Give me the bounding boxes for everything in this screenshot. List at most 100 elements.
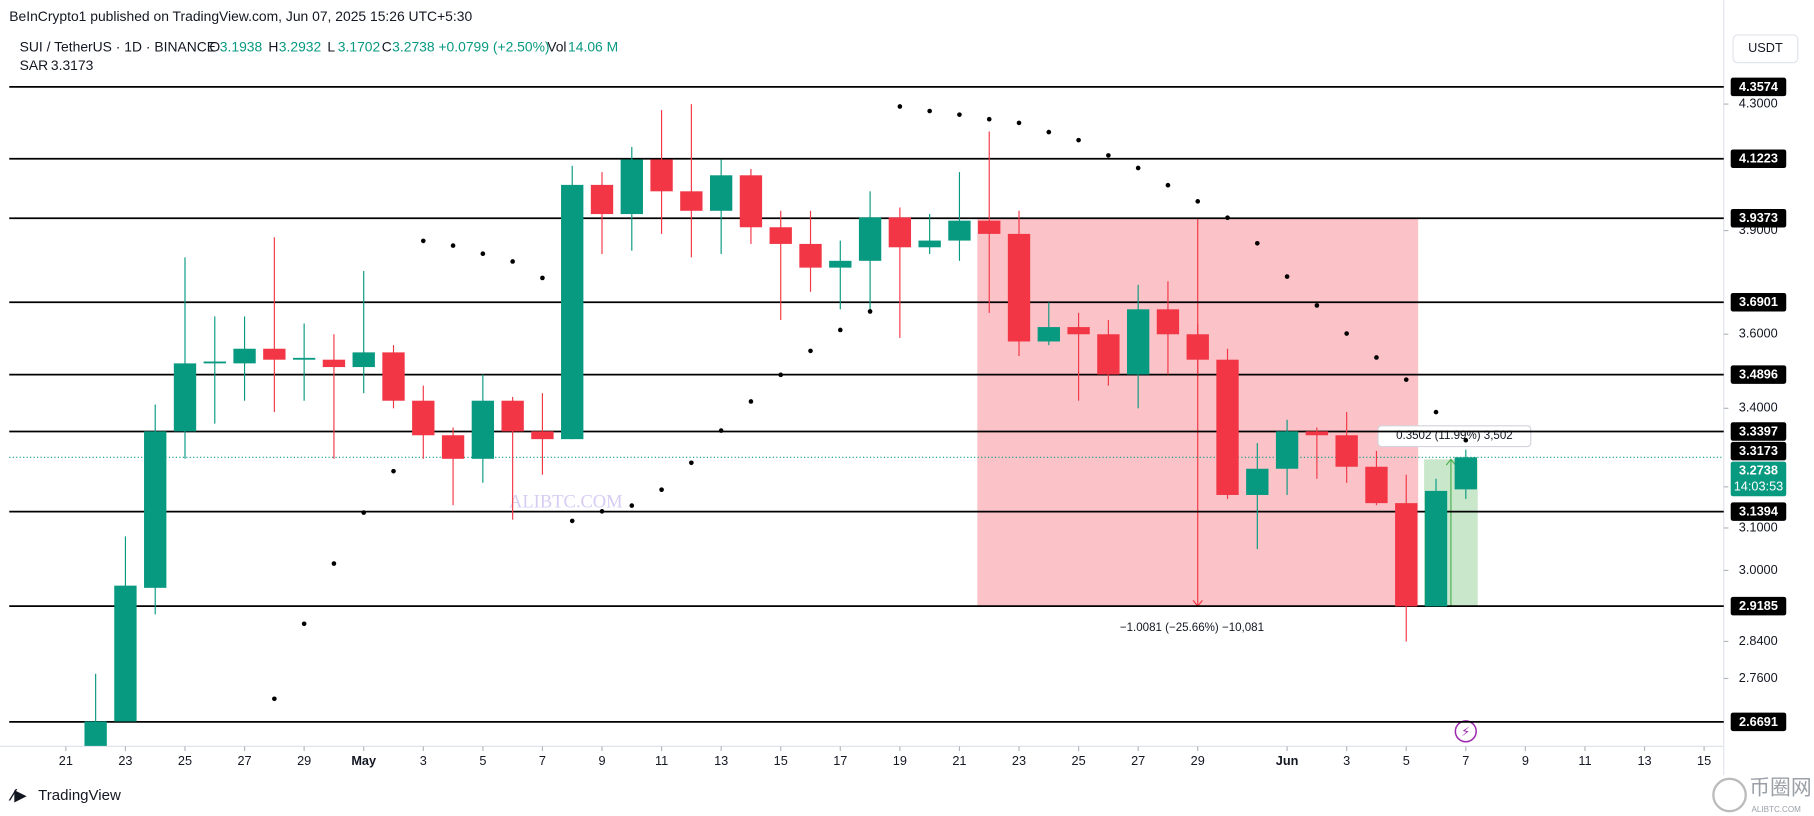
watermark-logo [1712, 777, 1747, 813]
event-icon[interactable] [1454, 720, 1477, 743]
x-tick-label: Jun [1276, 753, 1299, 768]
change: +0.0799 (+2.50%) [438, 38, 549, 54]
sar-dot [1016, 120, 1022, 126]
sar-dot [927, 108, 932, 114]
candle-body [739, 175, 763, 228]
y-tick-label: 2.7600 [1739, 670, 1778, 685]
x-tick-label: 3 [420, 753, 427, 768]
watermark: ALIBTC.COM [509, 493, 623, 513]
sar-dot [272, 696, 277, 702]
x-tick-label: 11 [655, 753, 668, 768]
sar-dot [986, 116, 992, 122]
y-tick-label: 2.8400 [1739, 633, 1778, 648]
price-label: 2.6691 [1739, 714, 1778, 729]
x-tick-label: 7 [539, 753, 546, 768]
candle-body [1156, 309, 1180, 335]
candle-body [918, 240, 941, 248]
y-tick-label: 3.4000 [1739, 400, 1778, 415]
price-label-box [1730, 422, 1787, 441]
x-tick-label: 21 [59, 753, 73, 768]
x-tick-label: 17 [833, 753, 847, 768]
ohlc-key: C [382, 38, 392, 54]
sar-dot [331, 561, 337, 566]
ohlc-value: 3.2932 [279, 38, 322, 54]
price-label-box [1730, 149, 1787, 169]
price-label-box [1730, 596, 1787, 616]
currency-button[interactable] [1732, 34, 1799, 64]
x-tick-label: May [351, 753, 376, 768]
candle-body [1246, 468, 1269, 495]
currency[interactable]: USDT [1748, 40, 1783, 55]
candle-body [620, 159, 643, 215]
price-label-box [1730, 292, 1787, 312]
sar-dot [957, 112, 962, 117]
sar-dot [1344, 331, 1349, 336]
candle-body [650, 159, 673, 192]
event-icon-glyph[interactable]: ⚡ [1461, 724, 1470, 739]
x-tick-label: 27 [237, 753, 251, 768]
price-label: 4.1223 [1739, 151, 1778, 166]
candle-body [352, 352, 375, 368]
x-tick-label: 25 [1072, 753, 1086, 768]
price-label-box [1730, 208, 1787, 228]
x-tick-label: 23 [118, 753, 132, 768]
volume-key: Vol [547, 38, 566, 54]
price-label-box [1730, 441, 1787, 461]
candle-body [561, 184, 584, 440]
x-tick-label: 29 [1191, 753, 1205, 768]
x-tick-label: 15 [1697, 753, 1711, 768]
sar-value: 3.3173 [51, 57, 94, 73]
x-tick-label: 5 [479, 753, 486, 768]
x-tick-label: 5 [1403, 753, 1410, 768]
candle-body [1097, 334, 1120, 375]
x-tick-label: 25 [178, 753, 192, 768]
x-tick-label: 9 [598, 753, 605, 768]
price-label-box [1730, 365, 1787, 384]
sar-dot [1135, 165, 1141, 171]
price-label: 3.9373 [1739, 210, 1778, 225]
ohlc-key: H [268, 38, 278, 54]
sar-dot [540, 275, 545, 281]
sar-dot [391, 468, 396, 474]
price-label-box [1730, 712, 1787, 732]
candle-body [441, 435, 465, 459]
measure-label: −1.0081 (−25.66%) −10,081 [1120, 622, 1264, 634]
candle-body [1275, 431, 1299, 469]
candle-body [471, 400, 495, 459]
sar-dot [778, 372, 784, 378]
candle-body [709, 175, 733, 211]
candle-body [1305, 431, 1329, 436]
candle-body [1186, 334, 1209, 360]
x-tick-label: 27 [1131, 753, 1145, 768]
candle-body [84, 721, 107, 746]
price-label: 4.3574 [1739, 79, 1778, 94]
x-tick-label: 7 [1462, 753, 1469, 768]
price-label-box [1730, 461, 1787, 497]
ohlc-key: L [327, 38, 335, 54]
sar-dot [569, 518, 575, 524]
price-label: 2.9185 [1739, 598, 1778, 613]
ohlc-value: 3.1938 [220, 38, 263, 54]
candle-body [769, 227, 792, 244]
candle-body [263, 348, 286, 360]
candle-body [1007, 233, 1031, 342]
sar-dot [361, 510, 367, 515]
candle-body [1067, 327, 1090, 335]
ohlc-value: 3.2738 [392, 38, 435, 54]
sar-dot [510, 259, 515, 264]
sar-name: SAR [20, 57, 49, 73]
price-label: 3.3173 [1739, 443, 1778, 458]
sar-dot [689, 460, 694, 466]
sar-dot [480, 251, 486, 257]
candle-body [114, 585, 137, 722]
sar-dot [1403, 377, 1409, 382]
candle-body [590, 184, 614, 215]
sar-dot [1165, 182, 1171, 188]
x-tick-label: 29 [297, 753, 311, 768]
x-tick-label: 19 [893, 753, 907, 768]
sar-dot [718, 428, 724, 433]
ohlc-key: O [209, 38, 220, 54]
sar-dot [1433, 409, 1439, 415]
candle-body [412, 400, 435, 436]
